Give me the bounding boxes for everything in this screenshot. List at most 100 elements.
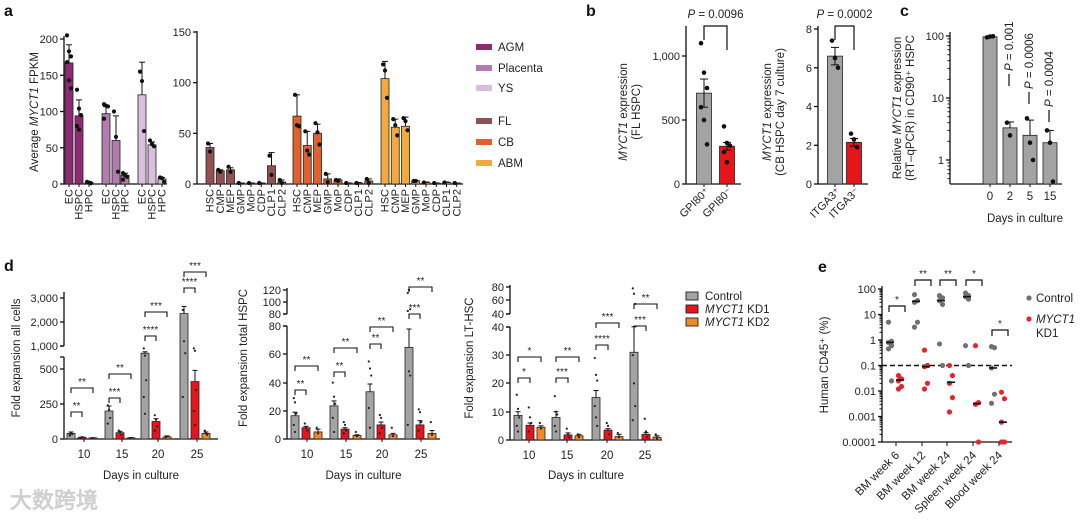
d3-data-point [646,436,649,439]
d2-y-tick-label: 100 [263,297,281,309]
d3-y-tick-label: 80 [492,282,504,294]
d1-x-tick-label: 15 [116,449,129,461]
a2-x-tick-label: CDP [256,189,268,212]
legend-label-CB: CB [498,137,514,149]
d2-data-point [378,413,381,417]
d1-y-tick-label: 2,000 [30,317,58,329]
d1-data-point [193,423,197,427]
b2-data-point [829,38,835,43]
a1-x-tick-label: HPC [157,189,169,212]
a1-x-tick-label: EC [137,189,149,204]
a2-y-tick-label: 50 [179,128,191,140]
d3-data-point [632,292,636,295]
a2-data-point [413,178,418,184]
b1-data-point [727,143,733,148]
e-control-point [988,400,995,406]
d2-x-tick-label: 25 [415,449,428,461]
b1-y-tick-label: 1,000 [652,51,680,63]
d1-bracket-kd1 [108,397,121,403]
a2-data-point [366,180,371,186]
a2-data-point [442,180,447,185]
d2-bracket-kd2 [333,347,358,353]
e-significance-bracket [914,279,932,286]
d3-data-point [518,416,521,419]
d1-y-tick-label: 250 [40,399,58,411]
d3-data-point [631,287,634,290]
b1-data-point [724,159,730,165]
d1-bar-MYCT1-KD1-day-15 [115,432,125,440]
a1-y-label: Average MYCT1 FPKM [29,52,41,172]
legend-swatch-Control [685,291,699,301]
d1-bracket-kd2 [183,271,207,277]
a1-data-point [161,179,167,184]
d3-y-tick-label: 0 [498,435,504,447]
a1-data-point [151,144,157,149]
e-control-point [885,319,892,325]
a1-data-point [141,128,147,134]
d3-data-point [530,421,533,425]
a2-data-point [236,180,241,186]
legend-swatch-MYCT1-KD1 [685,304,699,314]
d3-significance-kd2: ** [564,346,572,357]
c-y-tick-label: 100 [926,31,944,43]
a2-x-tick-label: GMP [322,189,334,214]
d3-significance-kd2: *** [602,312,614,323]
d1-bar-MYCT1-KD1-day-20 [151,421,161,440]
b2-data-point [832,55,838,61]
d3-x-tick-label: 25 [639,450,652,462]
e-control-point [936,341,943,347]
a1-data-point [101,116,107,121]
a2-data-point [432,180,437,186]
c-data-point [1044,128,1050,133]
d1-data-point [181,395,184,399]
d1-significance-kd1: ** [73,401,81,412]
a1-x-tick-label: HPC [84,189,96,212]
d1-data-point [181,308,184,312]
d2-data-point [417,429,420,432]
e-control-point [965,362,972,369]
e-control-point [939,301,946,307]
d3-data-point [565,427,568,430]
d2-x-tick-label: 20 [376,449,389,461]
d2-bracket-kd1 [369,343,382,349]
a1-data-point [74,87,80,92]
c-x-tick-label: 15 [1044,191,1057,203]
d3-significance-kd1: *** [634,315,646,326]
d1-significance-kd2: *** [189,261,201,272]
a1-data-point [68,86,74,91]
d3-data-point [516,430,520,433]
a2-data-point [323,171,328,176]
a1-data-point [76,106,82,111]
e-y-tick-label: 100 [858,284,876,296]
d1-x-tick-label: 25 [191,449,204,461]
e-control-point [965,296,972,302]
e-y-tick-label: 0.1 [861,361,876,373]
d2-data-point [345,429,348,432]
b2-significance-bracket [834,25,855,50]
e-y-tick-label: 10 [864,310,876,322]
b2-bar-ITGA3⁻ [846,141,862,185]
e-control-point [911,324,918,330]
panel-letter-c: c [900,3,909,20]
a1-data-point [68,54,74,59]
d2-data-point [378,432,381,435]
d1-y-tick-label: 500 [40,364,58,376]
a2-x-tick-label: CMP [215,189,227,213]
d3-data-point [576,433,579,436]
d3-bracket-kd1 [517,377,531,383]
a2-data-point [380,62,386,67]
d1-bar-Control-day-10 [66,432,76,440]
a1-data-point [105,104,111,109]
d2-bar-MYCT1-KD1-day-15 [340,428,350,440]
b2-data-point [851,137,857,142]
a1-bar-Placenta-EC [101,113,111,185]
a1-data-point [66,78,72,83]
a2-data-point [246,180,252,186]
b1-data-point [721,124,727,129]
c-bar-day-0 [982,36,998,185]
d2-bar-MYCT1-KD1-day-20 [376,424,386,440]
a2-data-point [354,180,359,186]
legend-swatch-ABM [476,160,492,166]
d2-data-point [367,360,370,363]
